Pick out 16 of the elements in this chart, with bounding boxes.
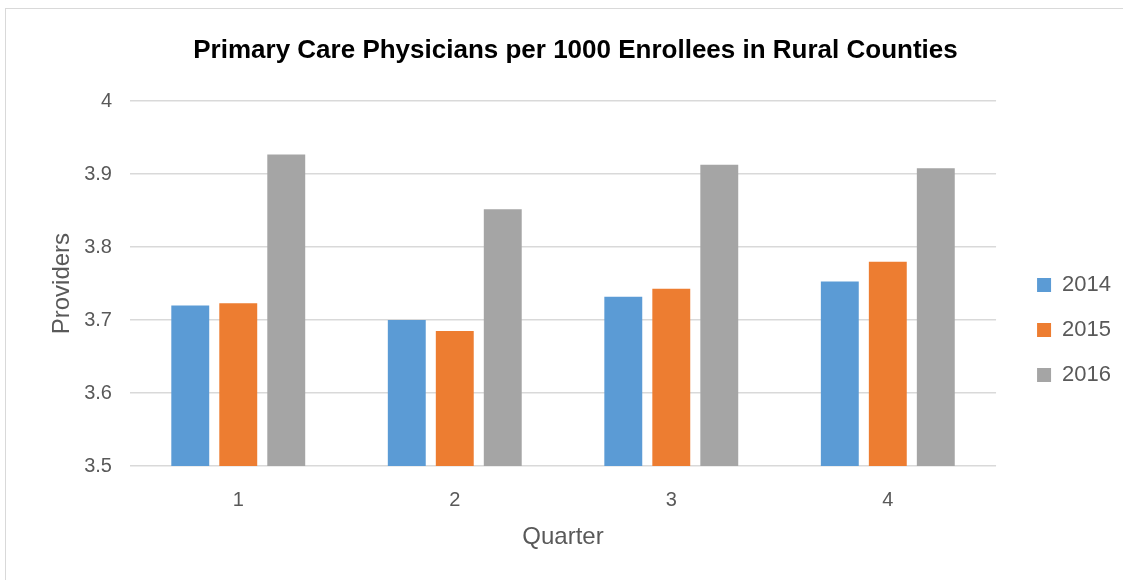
y-axis-title: Providers (47, 232, 75, 335)
x-tick-label: 2 (449, 487, 461, 510)
x-axis-title: Quarter (522, 522, 604, 550)
y-tick-label: 3.9 (84, 161, 112, 184)
x-tick-label: 4 (882, 487, 894, 510)
x-tick-label: 1 (232, 487, 244, 510)
y-tick-label: 3.8 (84, 234, 112, 257)
x-tick-label: 3 (665, 487, 677, 510)
y-tick-label: 3.6 (84, 380, 112, 403)
legend-label: 2014 (1062, 271, 1112, 297)
legend-label: 2016 (1062, 361, 1112, 387)
y-tick-label: 4 (100, 88, 112, 111)
y-tick-label: 3.7 (84, 307, 112, 330)
y-tick-label: 3.5 (84, 453, 112, 476)
chart-title: Primary Care Physicians per 1000 Enrollees in Rural Counties (193, 33, 958, 64)
legend-label: 2015 (1062, 316, 1112, 342)
